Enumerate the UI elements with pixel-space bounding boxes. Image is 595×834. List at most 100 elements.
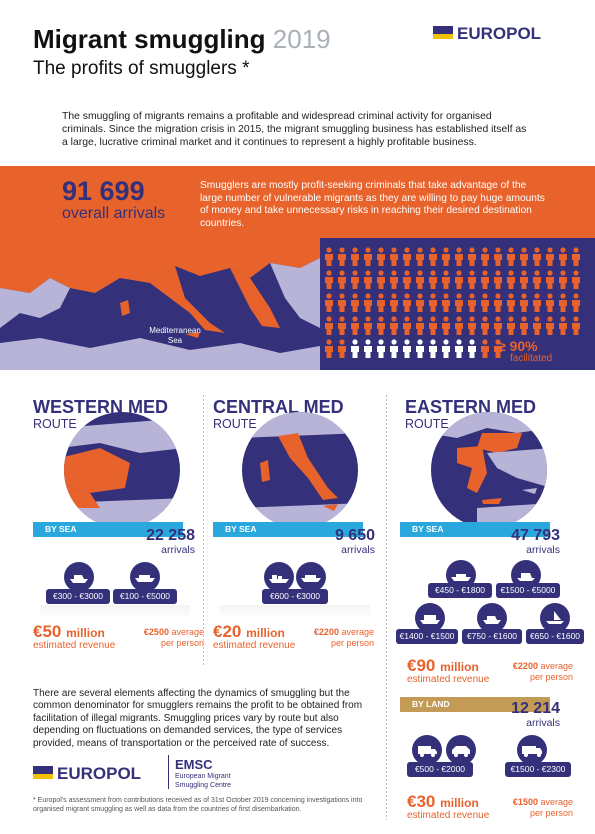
person-icon xyxy=(338,247,346,266)
person-icon xyxy=(416,316,424,335)
emsc-subtitle: European Migrant Smuggling Centre xyxy=(175,773,232,789)
eastern-arrivals-number: 47 793 xyxy=(511,527,560,544)
person-icon xyxy=(559,316,567,335)
person-icon xyxy=(377,247,385,266)
person-icon xyxy=(403,293,411,312)
speedboat-icon xyxy=(64,562,94,592)
person-icon xyxy=(442,316,450,335)
footer-logo-text: EUROPOL xyxy=(57,764,141,783)
person-icon xyxy=(416,247,424,266)
person-icon xyxy=(390,270,398,289)
migrant-icon-grid xyxy=(323,247,585,372)
person-icon xyxy=(390,339,398,358)
person-icon xyxy=(468,270,476,289)
person-icon xyxy=(403,339,411,358)
person-icon xyxy=(338,293,346,312)
western-arrivals-number: 22 258 xyxy=(146,527,195,544)
person-icon xyxy=(494,316,502,335)
central-average: €2200 average per person xyxy=(313,627,374,648)
person-icon xyxy=(416,270,424,289)
eastern-price-1: €450 - €1800 xyxy=(428,583,492,598)
overall-arrivals-number: 91 699 xyxy=(62,176,145,206)
person-icon xyxy=(325,247,333,266)
land-average: €1500 average per person xyxy=(512,797,573,818)
person-icon xyxy=(572,247,580,266)
person-icon xyxy=(429,270,437,289)
truck-icon xyxy=(517,735,547,765)
eastern-price-5: €650 - €1600 xyxy=(526,629,584,644)
central-price-1: €600 - €3000 xyxy=(262,589,328,604)
logo-text: EUROPOL xyxy=(457,24,541,43)
person-icon xyxy=(494,293,502,312)
person-icon xyxy=(494,270,502,289)
person-icon xyxy=(468,339,476,358)
central-route-sub: ROUTE xyxy=(213,417,257,431)
person-icon xyxy=(442,293,450,312)
central-revenue-label: estimated revenue xyxy=(213,640,296,651)
land-price-2: €1500 - €2300 xyxy=(505,762,571,777)
europol-logo: EUROPOL xyxy=(433,20,568,44)
eastern-land-banner: BY LAND xyxy=(400,697,550,712)
central-route-title: CENTRAL MED xyxy=(213,397,344,417)
person-icon xyxy=(390,293,398,312)
person-icon xyxy=(546,293,554,312)
eastern-mode-banner: BY SEA xyxy=(400,522,550,537)
eastern-land-arrivals-number: 12 214 xyxy=(511,700,560,717)
person-icon xyxy=(364,316,372,335)
person-icon xyxy=(325,270,333,289)
eastern-med-map xyxy=(427,408,552,528)
mediterranean-map xyxy=(0,238,595,370)
person-icon xyxy=(533,293,541,312)
western-revenue-label: estimated revenue xyxy=(33,640,116,651)
person-icon xyxy=(364,247,372,266)
facilitated-label: facilitated xyxy=(510,353,553,364)
western-price-2: €100 - €5000 xyxy=(113,589,177,604)
footnote: * Europol's assessment from contribution… xyxy=(33,797,363,813)
person-icon xyxy=(403,270,411,289)
person-icon xyxy=(338,270,346,289)
title-year: 2019 xyxy=(272,24,331,54)
central-arrivals-number: 9 650 xyxy=(334,527,375,544)
person-icon xyxy=(351,339,359,358)
speedboat-icon xyxy=(477,603,507,633)
person-icon xyxy=(429,293,437,312)
ferry-icon xyxy=(415,603,445,633)
divider-2 xyxy=(386,395,387,820)
eastern-arrivals-label: arrivals xyxy=(526,544,560,556)
person-icon xyxy=(533,247,541,266)
person-icon xyxy=(494,339,502,358)
eastern-price-2: €1500 - €5000 xyxy=(496,583,560,598)
person-icon xyxy=(442,270,450,289)
person-icon xyxy=(520,247,528,266)
person-icon xyxy=(546,270,554,289)
eastern-average: €2200 average per person xyxy=(512,661,573,682)
person-icon xyxy=(338,316,346,335)
person-icon xyxy=(429,316,437,335)
person-icon xyxy=(325,316,333,335)
overall-description: Smugglers are mostly profit-seeking crim… xyxy=(200,180,545,229)
western-price-1: €300 - €3000 xyxy=(46,589,110,604)
bottom-paragraph: There are several elements affecting the… xyxy=(33,688,363,749)
western-route-title: WESTERN MED xyxy=(33,397,168,417)
person-icon xyxy=(364,293,372,312)
person-icon xyxy=(351,293,359,312)
person-icon xyxy=(403,316,411,335)
ship-icon xyxy=(264,562,294,592)
person-icon xyxy=(481,316,489,335)
person-icon xyxy=(468,316,476,335)
western-funnel xyxy=(40,605,190,619)
person-icon xyxy=(351,316,359,335)
person-icon xyxy=(494,247,502,266)
person-icon xyxy=(390,316,398,335)
person-icon xyxy=(507,293,515,312)
eastern-route-sub: ROUTE xyxy=(405,417,449,431)
footer-europol-logo: EUROPOL xyxy=(33,762,168,786)
western-average: €2500 average per person xyxy=(143,627,204,648)
eastern-route-title: EASTERN MED xyxy=(405,397,537,417)
person-icon xyxy=(455,339,463,358)
person-icon xyxy=(390,247,398,266)
person-icon xyxy=(481,293,489,312)
person-icon xyxy=(455,270,463,289)
eastern-price-4: €750 - €1600 xyxy=(462,629,522,644)
divider-1 xyxy=(203,395,204,665)
